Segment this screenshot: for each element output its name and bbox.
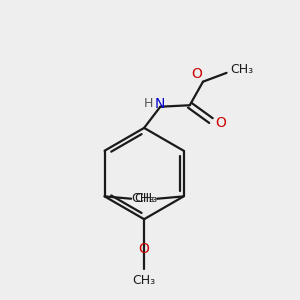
Text: O: O: [191, 67, 202, 81]
Text: O: O: [215, 116, 226, 130]
Text: CH₃: CH₃: [131, 192, 154, 205]
Text: O: O: [139, 242, 149, 256]
Text: H: H: [143, 97, 153, 110]
Text: CH₃: CH₃: [230, 63, 254, 76]
Text: CH₃: CH₃: [134, 192, 158, 205]
Text: N: N: [155, 98, 166, 111]
Text: CH₃: CH₃: [133, 274, 156, 287]
